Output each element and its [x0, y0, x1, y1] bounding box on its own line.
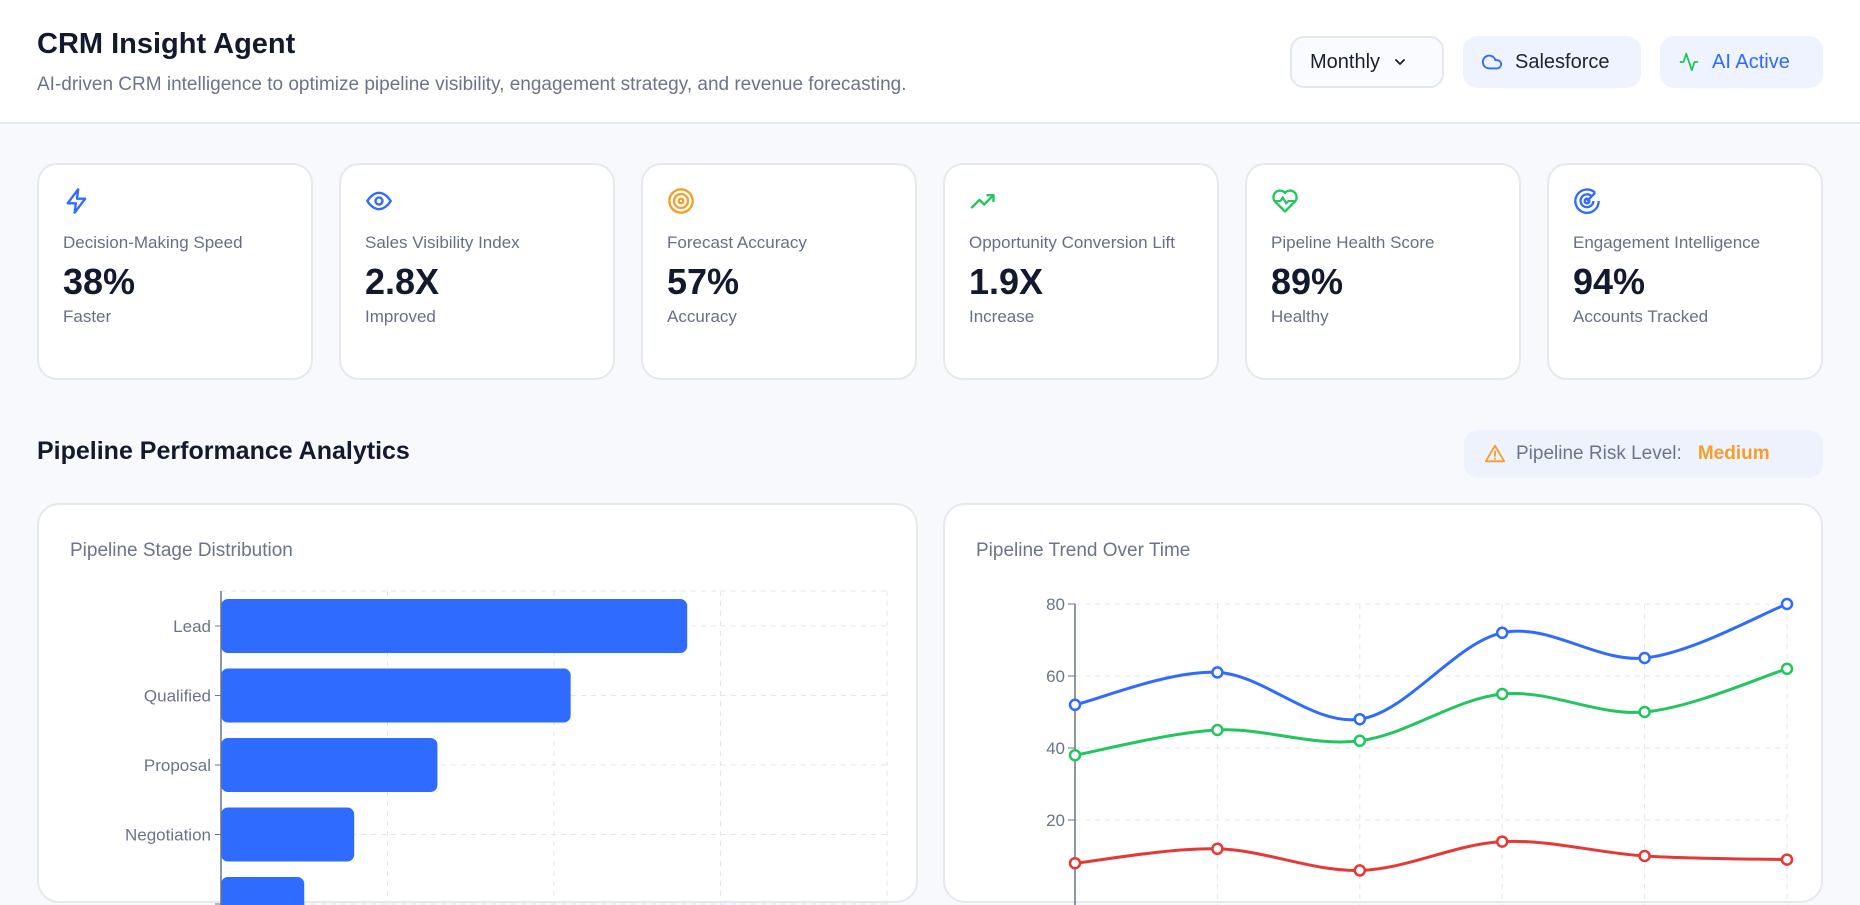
kpi-value: 89% [1271, 261, 1344, 302]
data-point [1638, 651, 1651, 665]
kpi-label: Decision-Making Speed [63, 233, 243, 252]
category-label: Lead [173, 617, 211, 636]
data-point [1068, 856, 1082, 870]
zap-icon [66, 188, 87, 214]
kpi-label: Sales Visibility Index [365, 233, 520, 252]
data-point [1211, 666, 1224, 679]
salesforce-button[interactable]: Salesforce [1463, 36, 1641, 88]
category-label: Qualified [144, 687, 211, 706]
y-tick-label: 80 [1046, 595, 1065, 614]
line-chart-title: Pipeline Trend Over Time [976, 540, 1191, 561]
trending-up-icon [970, 194, 995, 209]
series-line [1074, 602, 1788, 722]
page-title: CRM Insight Agent [37, 28, 296, 60]
chevron-down-icon [1395, 59, 1405, 66]
salesforce-label: Salesforce [1515, 50, 1610, 73]
risk-label: Pipeline Risk Level: [1516, 443, 1682, 464]
kpi-label: Engagement Intelligence [1573, 233, 1761, 252]
target-icon [668, 188, 694, 214]
y-tick-label: 60 [1046, 667, 1065, 686]
warning-icon [1484, 444, 1506, 463]
kpi-card: Sales Visibility Index 2.8X Improved [339, 163, 615, 380]
data-point [1495, 835, 1509, 848]
kpi-subtext: Accuracy [667, 307, 737, 326]
bar [221, 807, 355, 862]
section-title: Pipeline Performance Analytics [37, 437, 410, 465]
bar [221, 738, 438, 792]
kpi-subtext: Increase [969, 307, 1035, 326]
data-point [1495, 687, 1509, 701]
data-point [1495, 626, 1509, 640]
kpi-value: 94% [1573, 261, 1646, 302]
risk-value: Medium [1697, 443, 1770, 464]
header: CRM Insight Agent AI-driven CRM intellig… [0, 0, 1860, 124]
kpi-label: Opportunity Conversion Lift [969, 233, 1175, 252]
data-point [1638, 849, 1651, 863]
series-line [1074, 667, 1788, 757]
kpi-card: Pipeline Health Score 89% Healthy [1245, 163, 1521, 380]
data-point [1068, 748, 1082, 762]
kpi-value: 57% [667, 261, 740, 302]
data-point [1068, 698, 1082, 712]
kpi-card: Opportunity Conversion Lift 1.9X Increas… [943, 163, 1219, 380]
ai-status-badge[interactable]: AI Active [1660, 36, 1823, 88]
kpi-card: Engagement Intelligence 94% Accounts Tra… [1547, 163, 1823, 380]
data-point [1780, 597, 1794, 611]
data-point [1353, 734, 1367, 748]
kpi-subtext: Accounts Tracked [1573, 307, 1709, 326]
kpi-value: 38% [63, 261, 136, 302]
kpi-value: 1.9X [969, 261, 1044, 302]
eye-icon [365, 191, 393, 211]
heart-pulse-icon [1272, 189, 1298, 213]
kpi-card: Forecast Accuracy 57% Accuracy [641, 163, 917, 380]
kpi-subtext: Improved [365, 307, 436, 326]
category-label: Negotiation [125, 826, 211, 845]
series-line [1074, 839, 1788, 872]
period-select-value: Monthly [1310, 50, 1381, 73]
ai-status-label: AI Active [1712, 50, 1790, 73]
radar-icon [1574, 188, 1600, 214]
bar-chart-title: Pipeline Stage Distribution [70, 540, 293, 561]
page-subtitle: AI-driven CRM intelligence to optimize p… [37, 74, 907, 95]
kpi-card: Decision-Making Speed 38% Faster [37, 163, 313, 380]
data-point [1353, 864, 1367, 877]
bar [221, 668, 571, 723]
bar [221, 599, 688, 653]
category-label: Proposal [144, 756, 211, 775]
kpi-subtext: Healthy [1271, 307, 1329, 326]
data-point [1211, 723, 1224, 737]
data-point [1780, 853, 1794, 866]
pipeline-trend-panel: Pipeline Trend Over Time 20 40 60 80 [943, 503, 1823, 905]
kpi-label: Forecast Accuracy [667, 233, 807, 252]
data-point [1638, 705, 1651, 719]
pipeline-risk-badge: Pipeline Risk Level: Medium [1464, 430, 1823, 478]
data-point [1211, 842, 1224, 856]
kpi-subtext: Faster [63, 307, 112, 326]
bar-chart: Lead Qualified Proposal Negotiation [125, 590, 888, 905]
line-chart: 20 40 60 80 [1046, 595, 1794, 905]
data-point [1780, 662, 1794, 676]
kpi-value: 2.8X [365, 261, 440, 302]
y-tick-label: 20 [1046, 811, 1065, 830]
kpi-label: Pipeline Health Score [1271, 233, 1435, 252]
activity-icon [1679, 52, 1699, 72]
period-select[interactable]: Monthly [1290, 36, 1444, 88]
pipeline-stage-panel: Pipeline Stage Distribution Lead Qualifie… [37, 503, 918, 905]
data-point [1353, 712, 1367, 726]
cloud-icon [1481, 54, 1503, 70]
bar [221, 877, 305, 905]
y-tick-label: 40 [1046, 739, 1065, 758]
